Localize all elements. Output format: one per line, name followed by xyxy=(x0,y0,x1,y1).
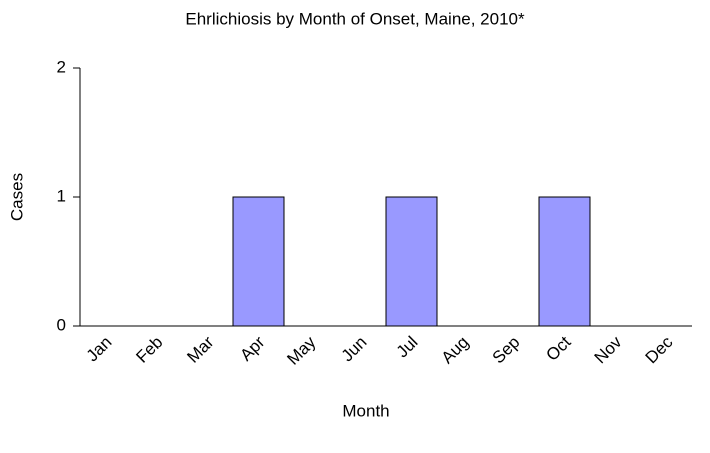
bar xyxy=(538,196,591,327)
bar xyxy=(385,196,438,327)
x-tick-label: Jun xyxy=(338,333,371,366)
x-tick-label: Sep xyxy=(489,333,524,368)
x-tick-label: Mar xyxy=(183,332,217,366)
x-tick-label: Apr xyxy=(236,332,268,364)
x-tick-label: May xyxy=(283,332,319,368)
x-tick-label: Oct xyxy=(542,332,574,364)
x-tick-label: Dec xyxy=(642,332,677,367)
y-tick-label: 2 xyxy=(57,57,66,76)
x-tick-label: Aug xyxy=(438,333,473,368)
y-tick-label: 1 xyxy=(57,186,66,205)
chart-title: Ehrlichiosis by Month of Onset, Maine, 2… xyxy=(185,9,525,28)
y-tick-label: 0 xyxy=(57,315,66,334)
x-tick-label: Jan xyxy=(83,333,116,366)
x-axis-label: Month xyxy=(342,401,389,420)
x-tick-label: Jul xyxy=(393,333,422,362)
x-tick-label: Nov xyxy=(591,332,626,367)
y-axis-label: Cases xyxy=(7,173,26,221)
x-tick-label: Feb xyxy=(132,333,166,367)
bar xyxy=(232,196,285,327)
